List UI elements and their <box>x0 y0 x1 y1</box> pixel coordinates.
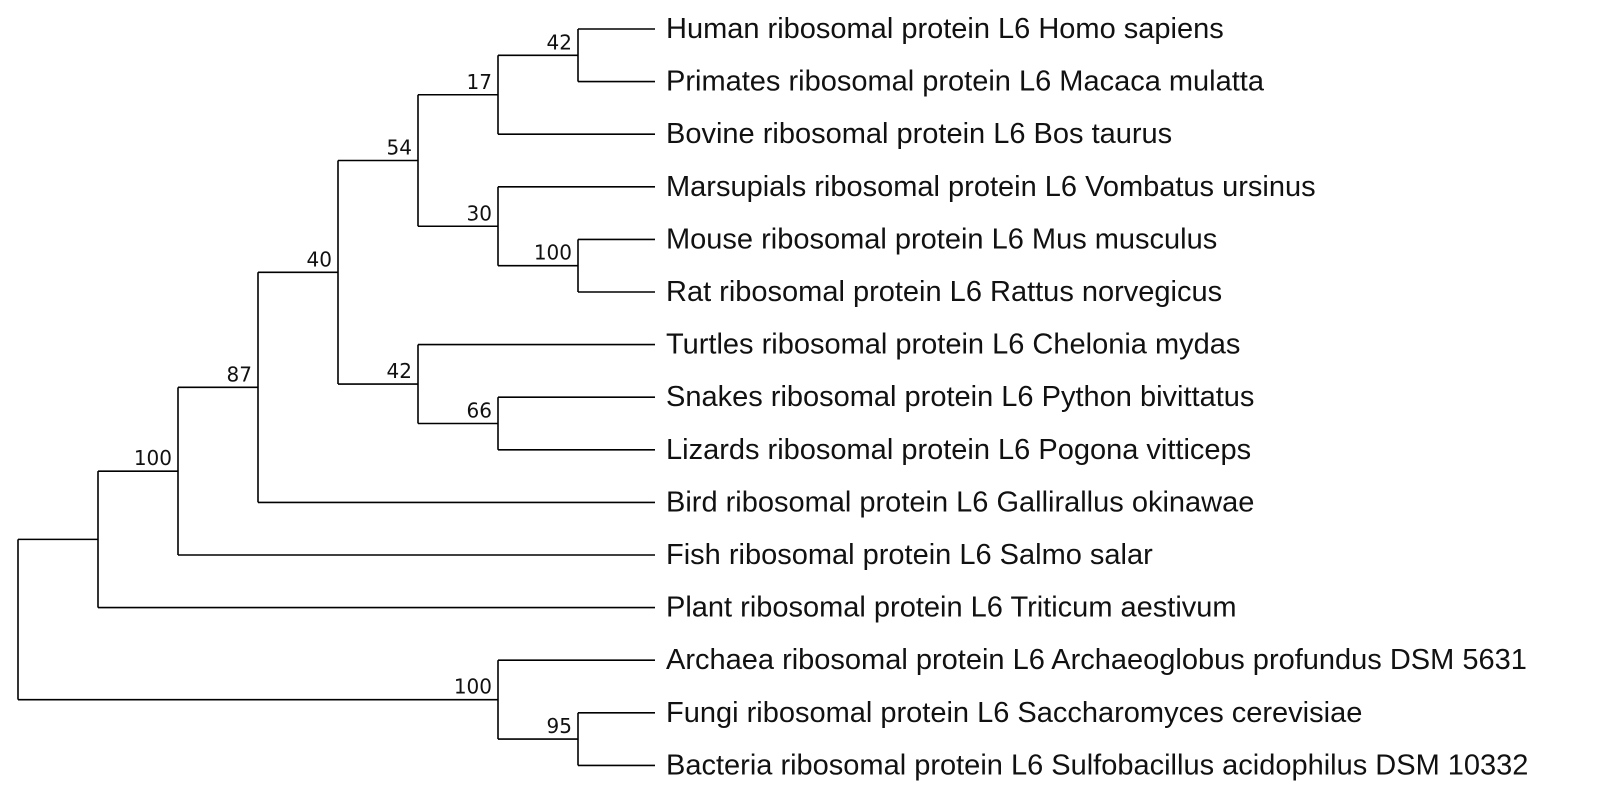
bootstrap-value: 100 <box>534 241 572 265</box>
bootstrap-value: 66 <box>467 399 492 423</box>
taxon-label: Archaea ribosomal protein L6 Archaeoglob… <box>666 644 1527 676</box>
bootstrap-value: 54 <box>387 136 412 160</box>
bootstrap-value: 100 <box>134 446 172 470</box>
bootstrap-value: 87 <box>227 362 252 386</box>
taxon-label: Plant ribosomal protein L6 Triticum aest… <box>666 592 1237 624</box>
bootstrap-value: 42 <box>547 30 572 54</box>
taxon-label: Mouse ribosomal protein L6 Mus musculus <box>666 223 1217 255</box>
taxon-label: Fish ribosomal protein L6 Salmo salar <box>666 539 1153 571</box>
tree-branches <box>17 28 655 767</box>
taxon-label: Rat ribosomal protein L6 Rattus norvegic… <box>666 276 1222 308</box>
taxon-label: Bovine ribosomal protein L6 Bos taurus <box>666 118 1172 150</box>
taxon-label: Snakes ribosomal protein L6 Python bivit… <box>666 381 1254 413</box>
bootstrap-value: 30 <box>467 201 492 225</box>
taxon-labels: Human ribosomal protein L6 Homo sapiens P… <box>666 13 1528 781</box>
bootstrap-value: 42 <box>387 359 412 383</box>
taxon-label: Lizards ribosomal protein L6 Pogona vitt… <box>666 434 1251 466</box>
taxon-label: Marsupials ribosomal protein L6 Vombatus… <box>666 171 1316 203</box>
taxon-label: Primates ribosomal protein L6 Macaca mul… <box>666 66 1265 98</box>
taxon-label: Fungi ribosomal protein L6 Saccharomyces… <box>666 697 1362 729</box>
bootstrap-value: 95 <box>547 714 572 738</box>
bootstrap-values: 42 17 100 30 54 66 42 40 87 100 95 100 <box>134 30 572 738</box>
taxon-label: Bird ribosomal protein L6 Gallirallus ok… <box>666 486 1254 518</box>
taxon-label: Human ribosomal protein L6 Homo sapiens <box>666 13 1224 45</box>
bootstrap-value: 17 <box>467 70 492 94</box>
taxon-label: Turtles ribosomal protein L6 Chelonia my… <box>666 329 1240 361</box>
bootstrap-value: 40 <box>307 247 332 271</box>
taxon-label: Bacteria ribosomal protein L6 Sulfobacil… <box>666 749 1528 781</box>
bootstrap-value: 100 <box>454 675 492 699</box>
